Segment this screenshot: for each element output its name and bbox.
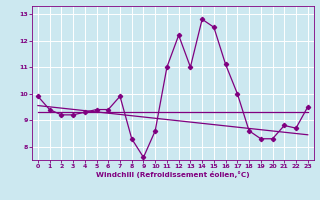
X-axis label: Windchill (Refroidissement éolien,°C): Windchill (Refroidissement éolien,°C)	[96, 171, 250, 178]
